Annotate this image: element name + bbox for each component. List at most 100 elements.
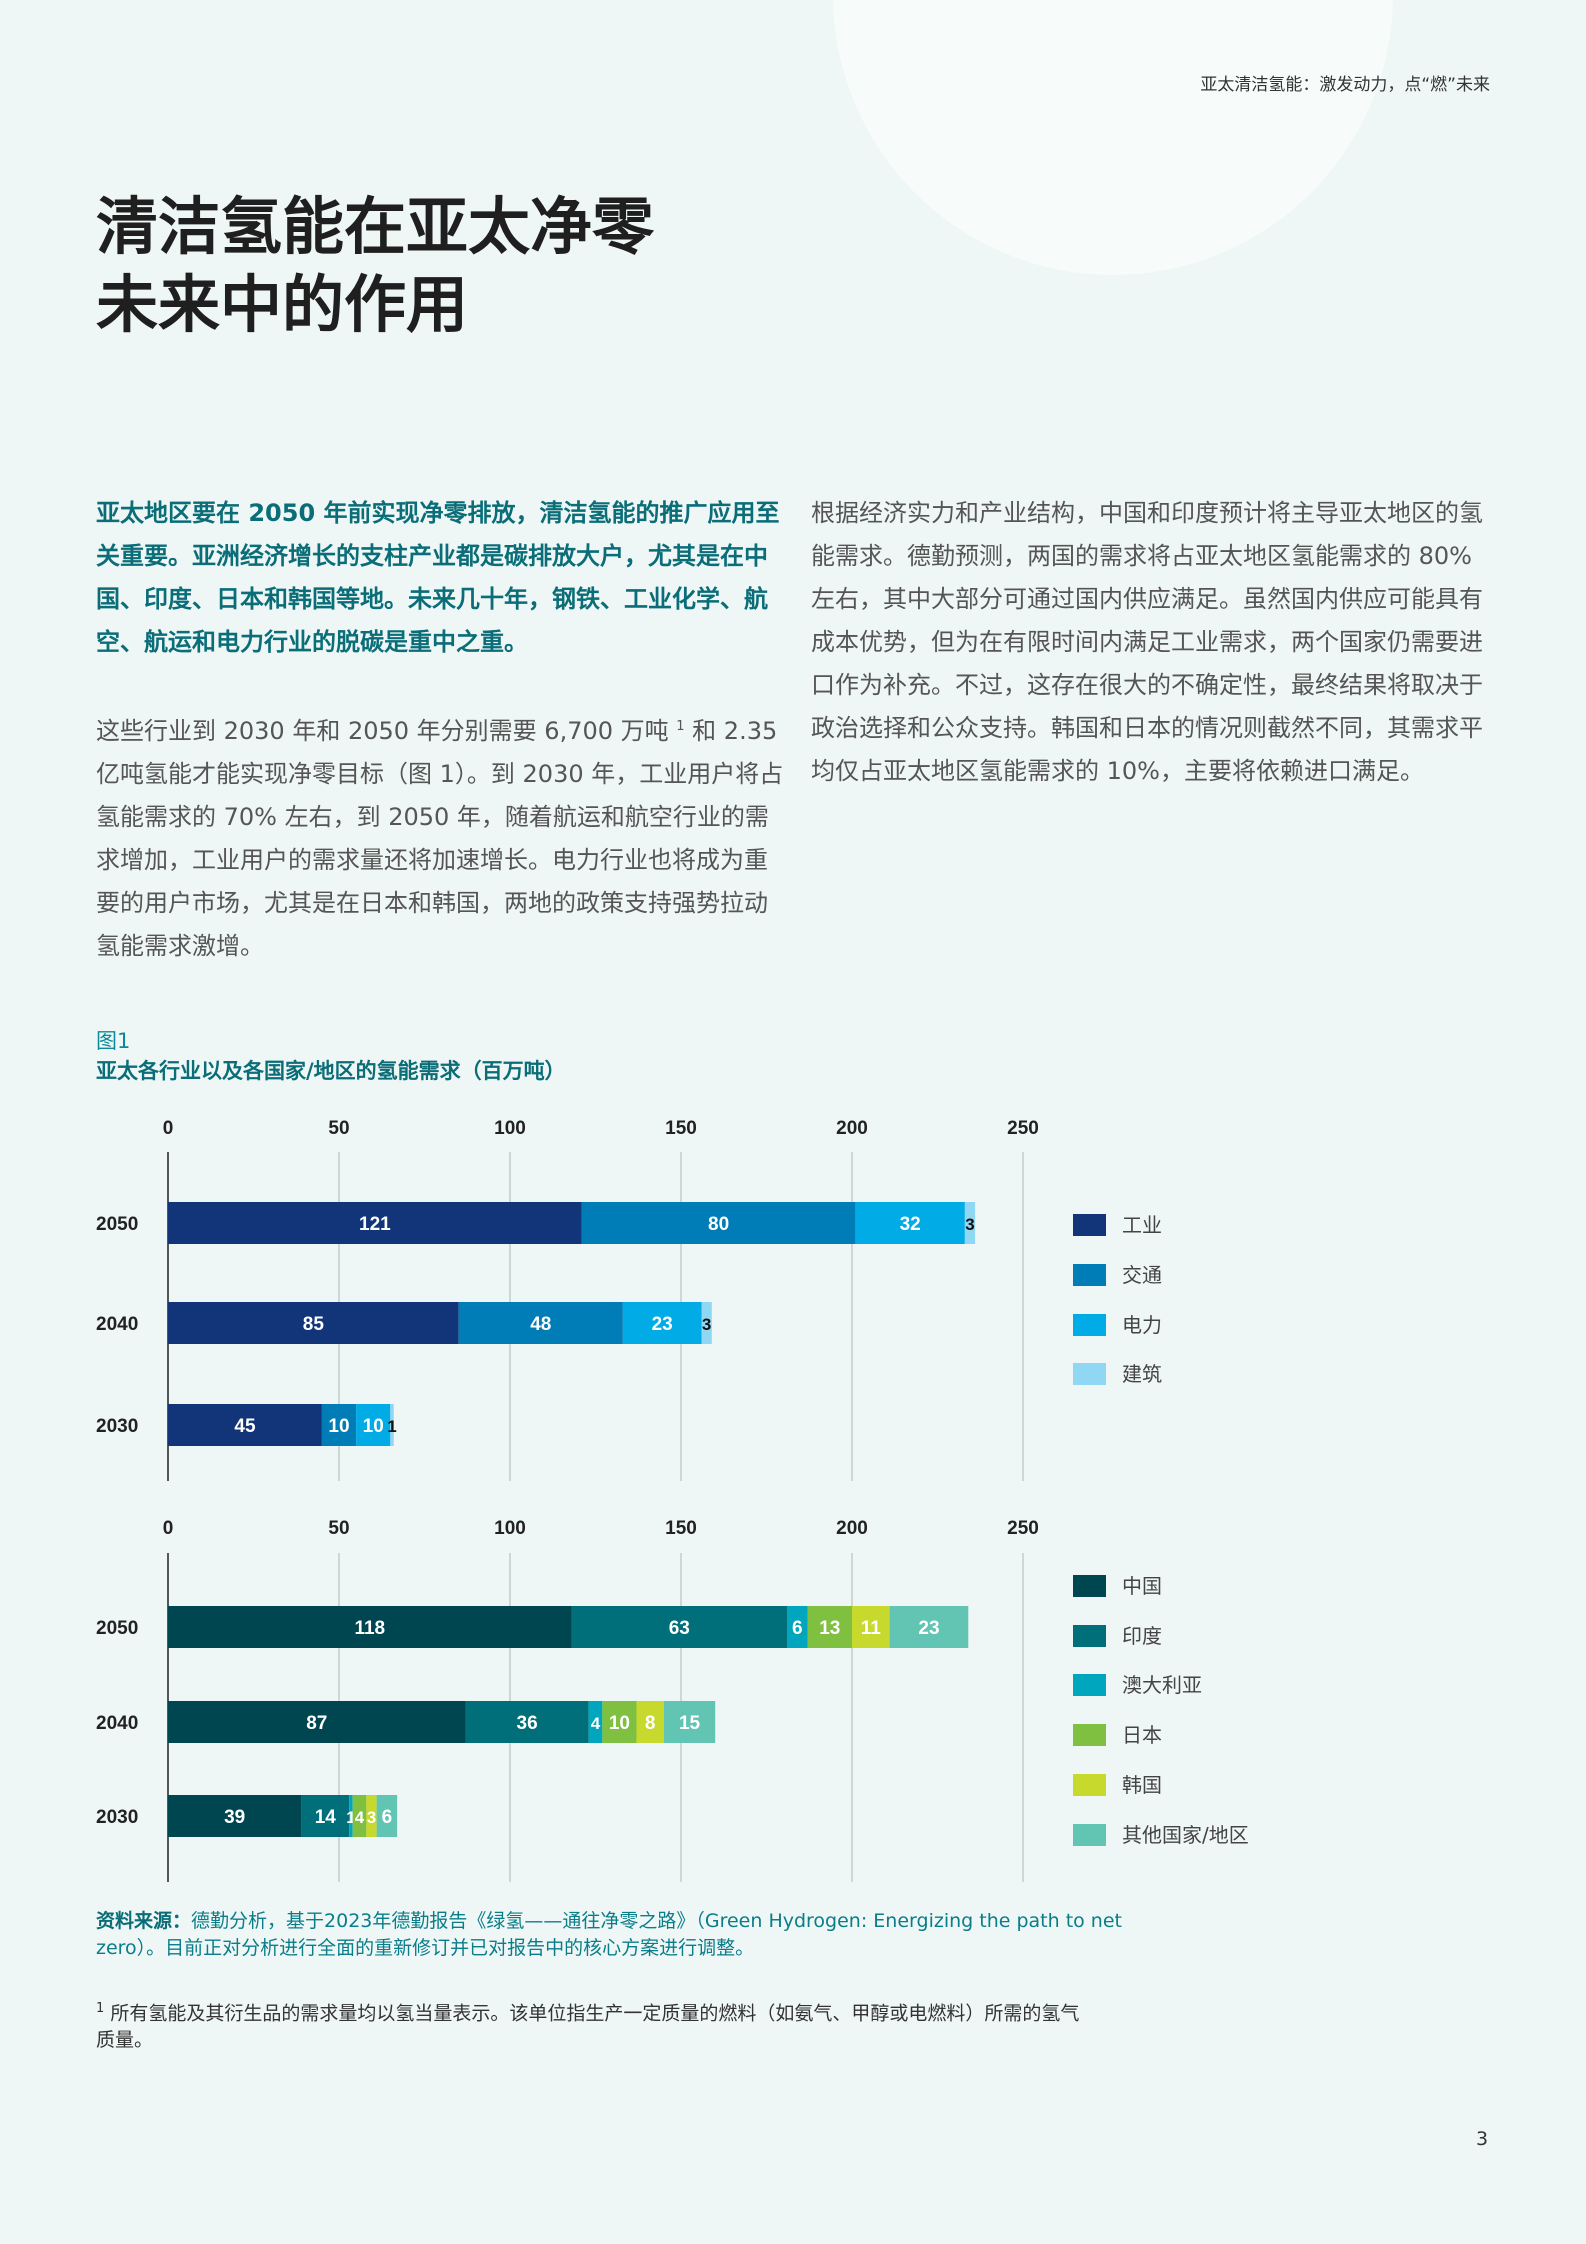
legend-swatch xyxy=(1073,1674,1106,1696)
legend-label: 日本 xyxy=(1122,1723,1162,1747)
bar-segment xyxy=(168,1606,572,1648)
bar-segment xyxy=(852,1606,890,1648)
y-category-label: 2030 xyxy=(96,1807,138,1828)
figure-title: 亚太各行业以及各国家/地区的氢能需求（百万吨） xyxy=(96,1059,566,1083)
body-paragraph-2: 根据经济实力和产业结构，中国和印度预计将主导亚太地区的氢能需求。德勤预测，两国的… xyxy=(811,499,1483,785)
bar-segment xyxy=(352,1795,367,1837)
source-label: 资料来源： xyxy=(96,1910,192,1932)
bar-segment xyxy=(349,1795,353,1837)
data-label: 8 xyxy=(645,1713,656,1734)
bar-segment xyxy=(855,1202,965,1244)
bar-segment xyxy=(301,1795,350,1837)
x-tick-label: 250 xyxy=(1007,1518,1039,1539)
source-text: 德勤分析，基于2023年德勤报告《绿氢——通往净零之路》（Green Hydro… xyxy=(96,1910,1122,1959)
y-category-label: 2030 xyxy=(96,1416,138,1437)
legend-swatch xyxy=(1073,1214,1106,1236)
data-label: 11 xyxy=(861,1618,882,1639)
lead-paragraph: 亚太地区要在 2050 年前实现净零排放，清洁氢能的推广应用至关重要。亚洲经济增… xyxy=(96,499,780,656)
data-label: 4 xyxy=(591,1714,601,1733)
legend-label: 澳大利亚 xyxy=(1122,1673,1202,1697)
bar-segment xyxy=(889,1606,969,1648)
data-label: 80 xyxy=(708,1214,729,1235)
bar-segment xyxy=(376,1795,398,1837)
title-line-1: 清洁氢能在亚太净零 xyxy=(96,190,655,263)
footnote-ref: 1 xyxy=(676,719,685,734)
source-note: 资料来源：德勤分析，基于2023年德勤报告《绿氢——通往净零之路》（Green … xyxy=(96,1908,1136,1962)
bar-segment xyxy=(168,1701,466,1743)
legend-label: 中国 xyxy=(1122,1574,1162,1598)
y-category-label: 2040 xyxy=(96,1713,138,1734)
legend-label: 韩国 xyxy=(1122,1773,1162,1797)
data-label: 6 xyxy=(792,1618,803,1639)
data-label: 10 xyxy=(328,1416,349,1437)
bar-segment xyxy=(602,1701,637,1743)
page-title: 清洁氢能在亚太净零 未来中的作用 xyxy=(96,188,654,344)
data-label: 15 xyxy=(679,1713,701,1734)
bar-segment xyxy=(807,1606,852,1648)
legend-swatch xyxy=(1073,1363,1106,1385)
bar-segment xyxy=(321,1404,357,1446)
data-label: 45 xyxy=(234,1416,256,1437)
x-tick-label: 150 xyxy=(665,1118,697,1139)
bar-segment xyxy=(622,1302,702,1344)
y-category-label: 2050 xyxy=(96,1214,138,1235)
bar-segment xyxy=(168,1404,322,1446)
bar-segment xyxy=(636,1701,664,1743)
data-label: 13 xyxy=(819,1618,840,1639)
x-tick-label: 50 xyxy=(328,1118,349,1139)
data-label: 10 xyxy=(609,1713,630,1734)
bar-segment xyxy=(787,1606,808,1648)
legend-swatch xyxy=(1073,1774,1106,1796)
legend-label: 交通 xyxy=(1122,1263,1162,1287)
bar-segment xyxy=(663,1701,716,1743)
data-label: 14 xyxy=(315,1807,337,1828)
legend-swatch xyxy=(1073,1264,1106,1286)
data-label: 63 xyxy=(669,1618,690,1639)
figure-label: 图1 xyxy=(96,1029,131,1053)
x-tick-label: 100 xyxy=(494,1518,526,1539)
data-label: 23 xyxy=(652,1314,673,1335)
legend-swatch xyxy=(1073,1314,1106,1336)
bar-segment xyxy=(390,1404,394,1446)
data-label: 48 xyxy=(530,1314,551,1335)
bar-segment xyxy=(366,1795,377,1837)
data-label: 3 xyxy=(965,1215,974,1234)
bar-segment xyxy=(465,1701,589,1743)
data-label: 85 xyxy=(303,1314,325,1335)
bar-segment xyxy=(964,1202,976,1244)
data-label: 3 xyxy=(702,1315,711,1334)
sector-demand-chart: 0 50 100 150 200 250 2050 121 80 32 3 2040 85 48 23 3 20… xyxy=(96,1118,1162,1481)
legend-label: 印度 xyxy=(1122,1624,1162,1648)
data-label: 1 xyxy=(346,1808,355,1827)
x-tick-label: 150 xyxy=(665,1518,697,1539)
body-text: 和 2.35 亿吨氢能才能实现净零目标（图 1）。到 2030 年，工业用户将占… xyxy=(96,717,784,960)
legend-swatch xyxy=(1073,1824,1106,1846)
x-tick-label: 0 xyxy=(163,1118,174,1139)
bar-segment xyxy=(571,1606,788,1648)
bar-segment xyxy=(701,1302,712,1344)
x-tick-label: 200 xyxy=(836,1518,868,1539)
data-label: 39 xyxy=(224,1807,245,1828)
legend-swatch xyxy=(1073,1724,1106,1746)
data-label: 121 xyxy=(359,1214,391,1235)
body-text: 这些行业到 2030 年和 2050 年分别需要 6,700 万吨 xyxy=(96,717,677,745)
data-label: 1 xyxy=(387,1417,396,1436)
x-tick-label: 100 xyxy=(494,1118,526,1139)
bar-segment xyxy=(581,1202,856,1244)
decorative-circle xyxy=(833,0,1393,275)
x-tick-label: 50 xyxy=(328,1518,349,1539)
legend-label: 建筑 xyxy=(1122,1362,1162,1386)
data-label: 4 xyxy=(355,1808,365,1827)
bar-segment xyxy=(588,1701,603,1743)
body-paragraph-1: 这些行业到 2030 年和 2050 年分别需要 6,700 万吨 1 和 2.… xyxy=(96,705,786,968)
y-category-label: 2050 xyxy=(96,1618,138,1639)
legend-swatch xyxy=(1073,1575,1106,1597)
legend-label: 电力 xyxy=(1122,1313,1162,1337)
data-label: 6 xyxy=(382,1807,393,1828)
running-header: 亚太清洁氢能：激发动力，点“燃”未来 xyxy=(1200,75,1490,95)
data-label: 118 xyxy=(354,1618,385,1639)
bar-segment xyxy=(168,1302,459,1344)
data-label: 32 xyxy=(900,1214,921,1235)
y-category-label: 2040 xyxy=(96,1314,138,1335)
